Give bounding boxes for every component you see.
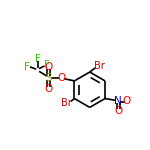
Text: S: S	[45, 73, 52, 83]
Text: Br: Br	[94, 61, 105, 71]
Text: O: O	[57, 73, 65, 83]
Text: ⁻: ⁻	[128, 94, 132, 103]
Text: F: F	[35, 54, 40, 64]
Text: F: F	[44, 60, 50, 70]
Text: O: O	[45, 62, 53, 72]
Text: O: O	[123, 96, 131, 106]
Text: F: F	[24, 62, 30, 72]
Text: N: N	[114, 96, 122, 106]
Text: Br: Br	[61, 98, 71, 108]
Text: O: O	[114, 106, 122, 116]
Text: O: O	[45, 84, 53, 94]
